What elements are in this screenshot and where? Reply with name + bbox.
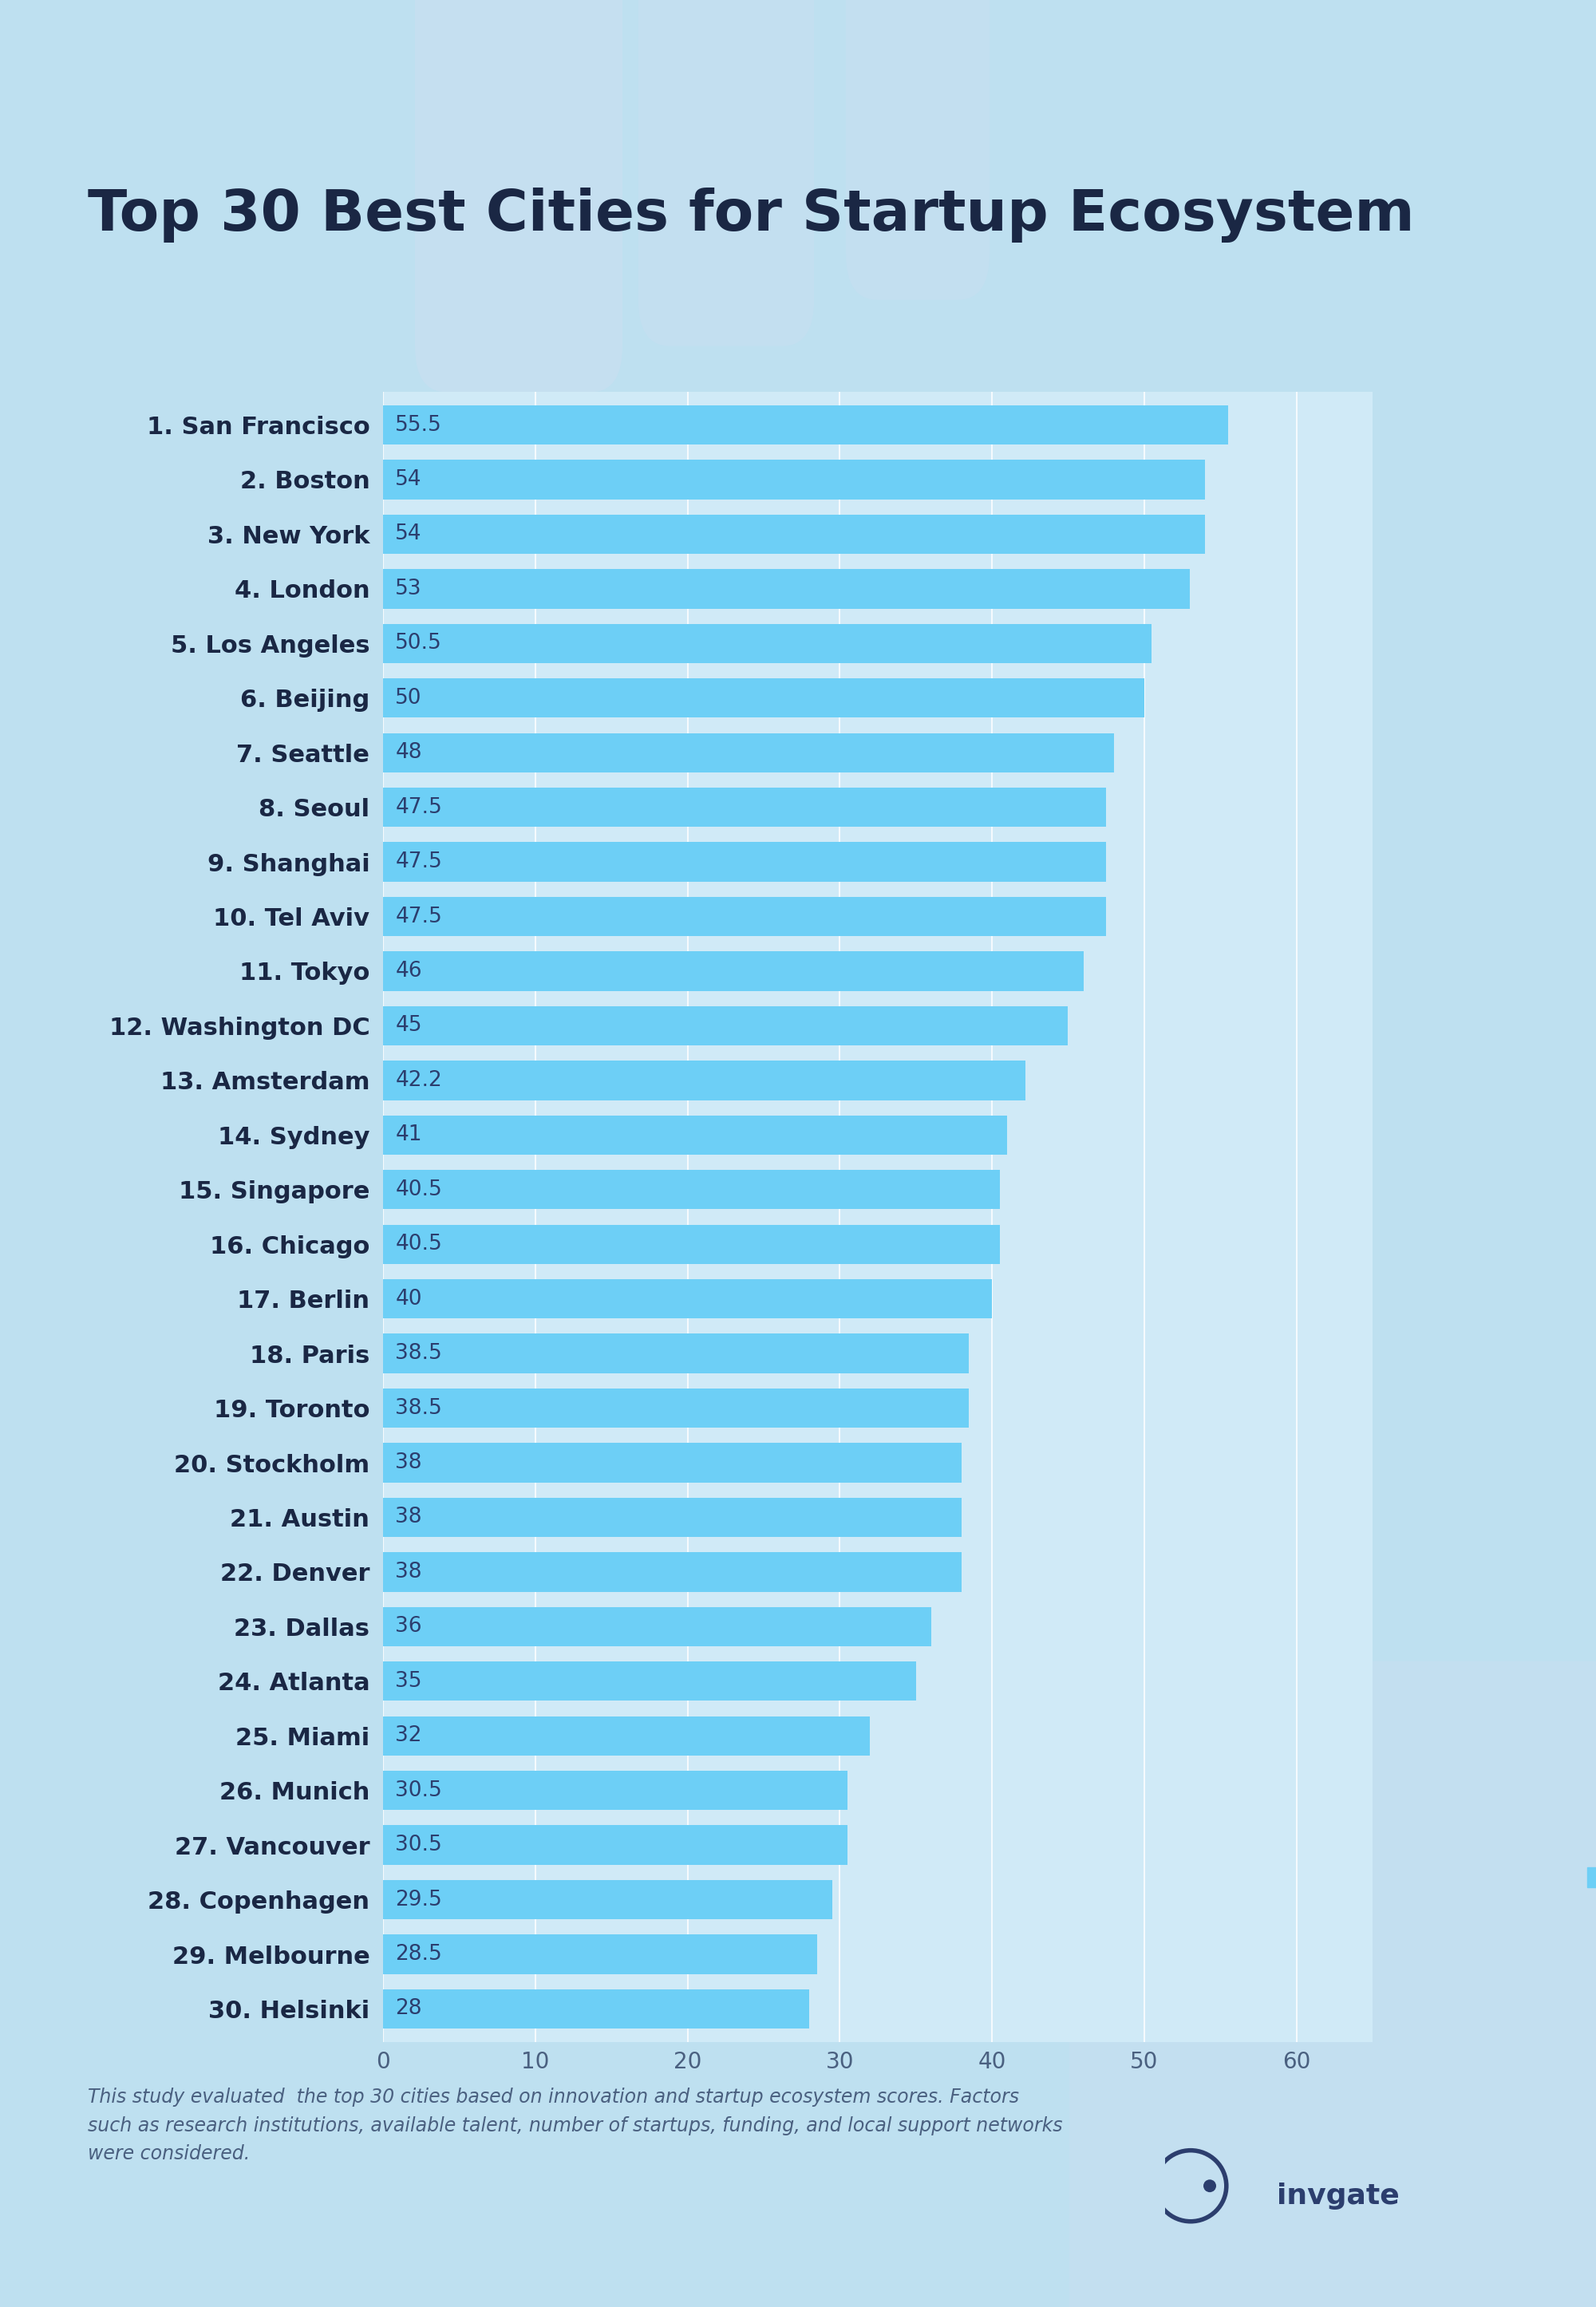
Text: 30.5: 30.5	[396, 1834, 442, 1855]
Bar	[383, 1716, 870, 1756]
Bar	[383, 1225, 999, 1264]
Bar	[383, 1278, 993, 1320]
Bar	[383, 787, 1106, 826]
Bar	[383, 1825, 847, 1864]
Text: 50.5: 50.5	[396, 632, 442, 653]
Bar	[383, 1936, 817, 1975]
FancyBboxPatch shape	[1069, 1661, 1596, 2307]
Text: 38: 38	[396, 1506, 421, 1527]
Text: 53: 53	[396, 579, 421, 600]
Bar	[383, 950, 1084, 990]
Bar	[383, 1114, 1007, 1156]
Text: This study evaluated  the top 30 cities based on innovation and startup ecosyste: This study evaluated the top 30 cities b…	[88, 2088, 1063, 2164]
Text: 38.5: 38.5	[396, 1398, 442, 1419]
Text: 45: 45	[396, 1015, 421, 1036]
Legend: Total score evaluated: Total score evaluated	[1578, 1859, 1596, 1899]
Text: 28.5: 28.5	[396, 1945, 442, 1966]
Text: 54: 54	[396, 468, 421, 489]
Bar	[383, 1170, 999, 1209]
Text: 46: 46	[396, 960, 421, 980]
Bar	[383, 570, 1191, 609]
Text: 47.5: 47.5	[396, 851, 442, 872]
Bar	[383, 1006, 1068, 1045]
Text: 32: 32	[396, 1726, 421, 1746]
Text: 47.5: 47.5	[396, 796, 442, 817]
Text: 40.5: 40.5	[396, 1179, 442, 1200]
Bar	[383, 1772, 847, 1811]
Bar	[383, 623, 1152, 662]
FancyBboxPatch shape	[415, 0, 622, 392]
Circle shape	[1203, 2180, 1216, 2192]
Text: 41: 41	[396, 1124, 421, 1144]
Bar	[383, 1497, 961, 1536]
Bar	[383, 1608, 930, 1647]
Bar	[383, 406, 1227, 445]
Text: 38: 38	[396, 1453, 421, 1474]
Text: 28: 28	[396, 1998, 421, 2019]
Bar	[383, 514, 1205, 554]
Bar	[383, 1661, 916, 1700]
Bar	[383, 678, 1144, 717]
Text: 42.2: 42.2	[396, 1070, 442, 1091]
Bar	[383, 1389, 969, 1428]
Bar	[383, 1880, 832, 1919]
Text: 50: 50	[396, 687, 421, 708]
FancyBboxPatch shape	[846, 0, 990, 300]
Text: 38.5: 38.5	[396, 1343, 442, 1363]
Text: 36: 36	[396, 1617, 421, 1638]
Text: 40: 40	[396, 1290, 421, 1310]
Text: 30.5: 30.5	[396, 1781, 442, 1802]
Text: 55.5: 55.5	[396, 415, 442, 436]
Text: invgate: invgate	[1277, 2182, 1400, 2210]
Text: 38: 38	[396, 1562, 421, 1583]
Text: 54: 54	[396, 524, 421, 544]
Text: 40.5: 40.5	[396, 1234, 442, 1255]
Bar	[383, 1989, 809, 2028]
Bar	[383, 1553, 961, 1592]
Bar	[383, 1061, 1026, 1100]
Bar	[383, 734, 1114, 773]
Bar	[383, 459, 1205, 498]
Text: 35: 35	[396, 1670, 421, 1691]
Text: 47.5: 47.5	[396, 907, 442, 927]
FancyBboxPatch shape	[638, 0, 814, 346]
Text: Top 30 Best Cities for Startup Ecosystem: Top 30 Best Cities for Startup Ecosystem	[88, 187, 1414, 242]
Bar	[383, 1444, 961, 1483]
Bar	[383, 1333, 969, 1373]
Text: 29.5: 29.5	[396, 1889, 442, 1910]
Bar	[383, 897, 1106, 937]
Bar	[383, 842, 1106, 881]
Text: 48: 48	[396, 743, 421, 764]
